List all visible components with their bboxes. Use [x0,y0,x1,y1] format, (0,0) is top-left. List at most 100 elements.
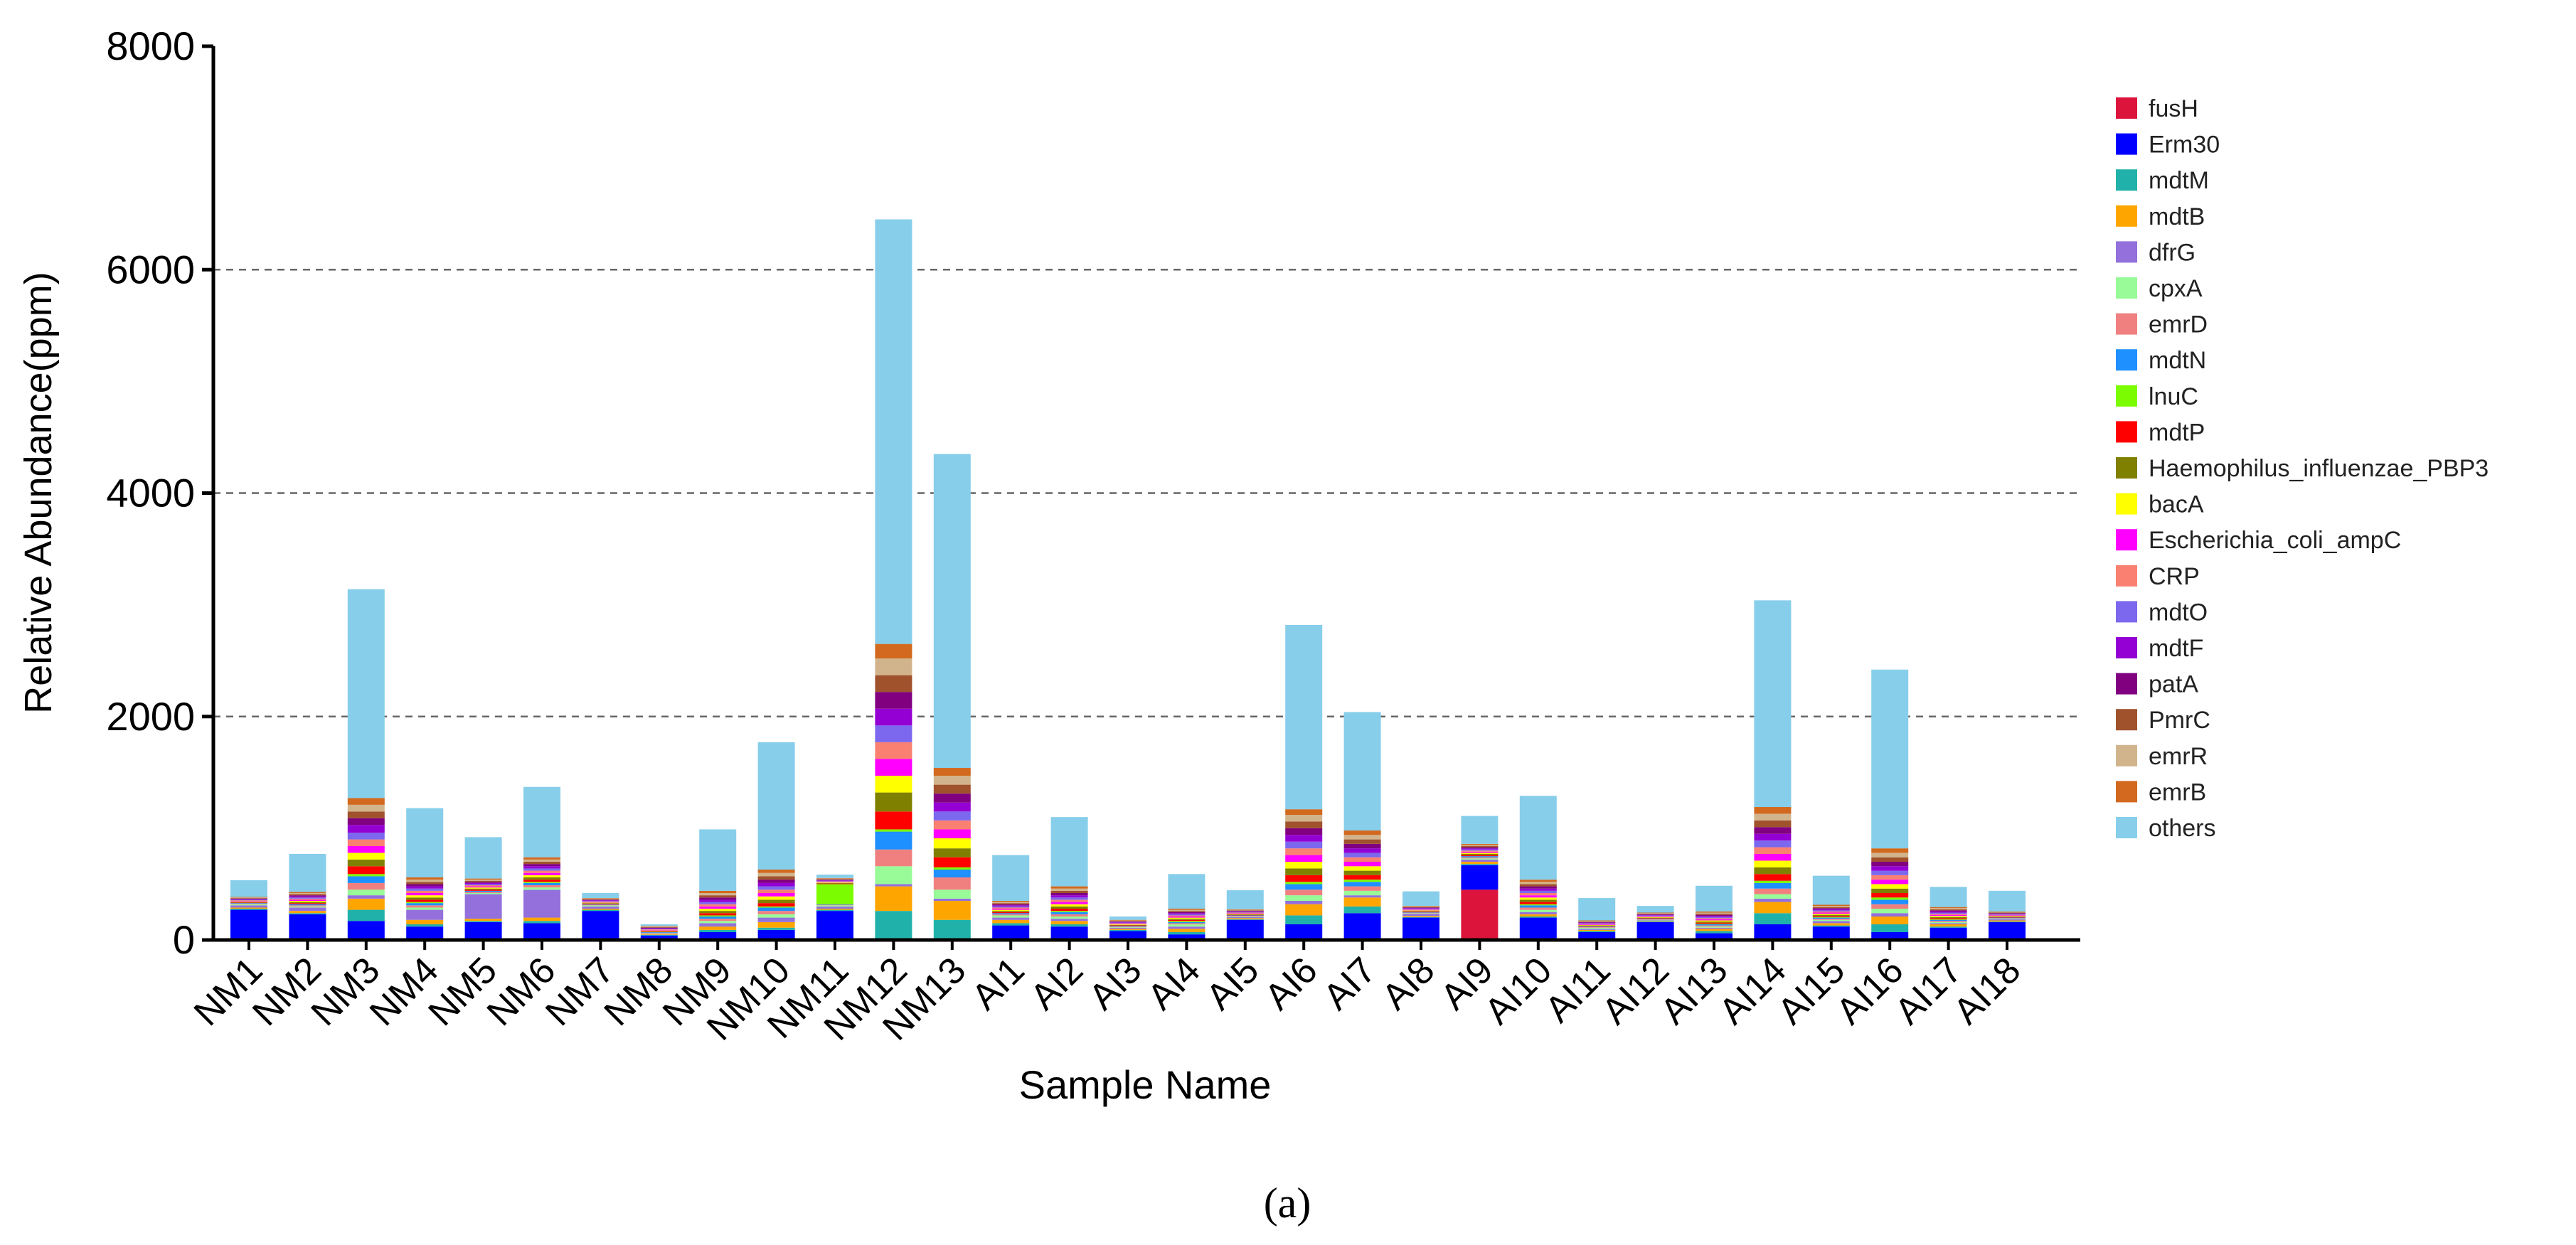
bar-segment-erm30 [1168,934,1205,940]
bar-segment-erm30 [1285,924,1323,940]
bar-segment-mdtp [1343,875,1381,880]
bar-segment-pmrc [1285,821,1323,828]
bar-segment-mdtm [816,909,853,912]
bar-segment-mdtm [1871,924,1909,933]
bar-segment-mdtm [406,924,444,927]
bar-segment-mdtn [1403,912,1439,913]
bar-segment-mdtb [1871,917,1909,925]
bar-segment-emrr [992,902,1030,904]
bar-segment-others [1403,891,1439,907]
legend-swatch [2116,529,2137,551]
y-tick-label: 2000 [106,694,195,739]
bar-segment-emrr [757,872,795,877]
bar-segment-emrr [699,893,737,896]
bar-segment-pmrc [699,895,737,898]
bar-segment-mdtm [523,921,560,924]
bar-segment-cpxa [933,889,971,899]
bar-segment-pata [289,895,326,897]
bar-segment-emrr [406,880,444,882]
bar-segment-mdtp [1636,918,1674,919]
bar-segment-haemophilus-influenzae-pbp3 [347,859,385,867]
y-tick-label: 0 [173,917,195,962]
bar-segment-emrd [992,914,1030,916]
bar-segment-mdtn [992,913,1030,914]
bar-segment-mdto [464,884,502,886]
bar-segment-emrd [1871,904,1909,909]
bar-segment-mdtf [816,880,853,881]
bar-segment-pmrc [1461,846,1499,848]
bar-segment-mdto [757,886,795,890]
bar-segment-dfrg [1050,919,1088,921]
bar-segment-emrb [1754,807,1792,814]
bar-segment-cpxa [1696,926,1733,928]
x-tick-label: AI1 [964,949,1032,1017]
bar-segment-emrd [1403,912,1439,914]
bar-segment-mdtp [1226,914,1264,916]
bar-segment-pmrc [1519,884,1557,887]
bar-segment-others [1812,875,1850,905]
bar-segment-erm30 [1636,921,1674,940]
legend-item-mdto: mdtO [2116,599,2208,626]
bar-segment-baca [1403,910,1439,912]
bar-segment-baca [1989,916,2026,917]
bar-segment-haemophilus-influenzae-pbp3 [230,902,267,903]
bar-segment-cpxa [1930,921,1967,924]
bar-segment-mdtn [582,904,619,905]
bar-segment-mdtf [1696,916,1733,917]
bar-segment-mdtf [582,900,619,902]
bar-segment-others [582,893,619,899]
bar-segment-mdtb [1109,929,1146,930]
bar-segment-baca [699,909,737,912]
bar-segment-cpxa [1636,919,1674,921]
bar-segment-dfrg [1168,926,1205,929]
bar-segment-crp [289,898,326,900]
bar-segment-crp [1343,857,1381,862]
bar-segment-pata [1403,907,1439,909]
bar-segment-mdtb [464,919,502,921]
bar-segment-emrb [1461,843,1499,845]
bar-stack-ai7 [1343,712,1381,940]
bar-segment-erm30 [699,932,737,940]
bar-segment-mdtn [1168,921,1205,924]
bar-segment-erm30 [992,925,1030,940]
bar-segment-others [1989,890,2026,912]
bar-segment-emrr [1050,888,1088,891]
bar-segment-pata [699,897,737,900]
bar-segment-emrd [757,911,795,914]
bar-segment-mdto [1285,841,1323,849]
bar-segment-crp [1403,909,1439,910]
legend-label: CRP [2149,563,2200,590]
bar-segment-emrd [1812,919,1850,920]
bar-segment-mdtn [1812,917,1850,919]
bar-segment-haemophilus-influenzae-pbp3 [1930,917,1967,919]
bar-segment-pmrc [1812,907,1850,909]
legend-label: cpxA [2149,275,2203,302]
bar-segment-emrd [1578,926,1616,928]
bar-stack-ai11 [1578,898,1616,940]
bar-segment-pata [1636,914,1674,915]
bar-segment-emrb [875,643,912,659]
bar-segment-pmrc [523,862,560,865]
bar-segment-escherichia-coli-ampc [1343,862,1381,867]
bar-stack-ai5 [1226,890,1264,940]
bar-segment-mdtf [1754,833,1792,841]
bar-segment-mdtf [1930,911,1967,913]
legend-item-baca: bacA [2116,491,2204,518]
bar-segment-erm30 [1930,927,1967,940]
bar-segment-mdtf [875,708,912,726]
bar-segment-emrr [816,878,853,880]
bar-segment-erm30 [464,921,502,940]
bar-segment-emrr [1636,913,1674,914]
bar-segment-mdtm [347,909,385,921]
bar-segment-mdtm [464,921,502,922]
bar-segment-cpxa [1403,913,1439,914]
bar-segment-mdtn [1578,926,1616,927]
bar-segment-lnuc [816,884,853,904]
bar-segment-mdtf [699,899,737,902]
bar-segment-mdtm [1109,929,1146,931]
bar-segment-cpxa [992,915,1030,918]
bar-segment-mdto [1871,870,1909,875]
bar-segment-cpxa [464,893,502,894]
legend-label: mdtP [2149,419,2205,446]
bar-segment-emrb [757,870,795,873]
